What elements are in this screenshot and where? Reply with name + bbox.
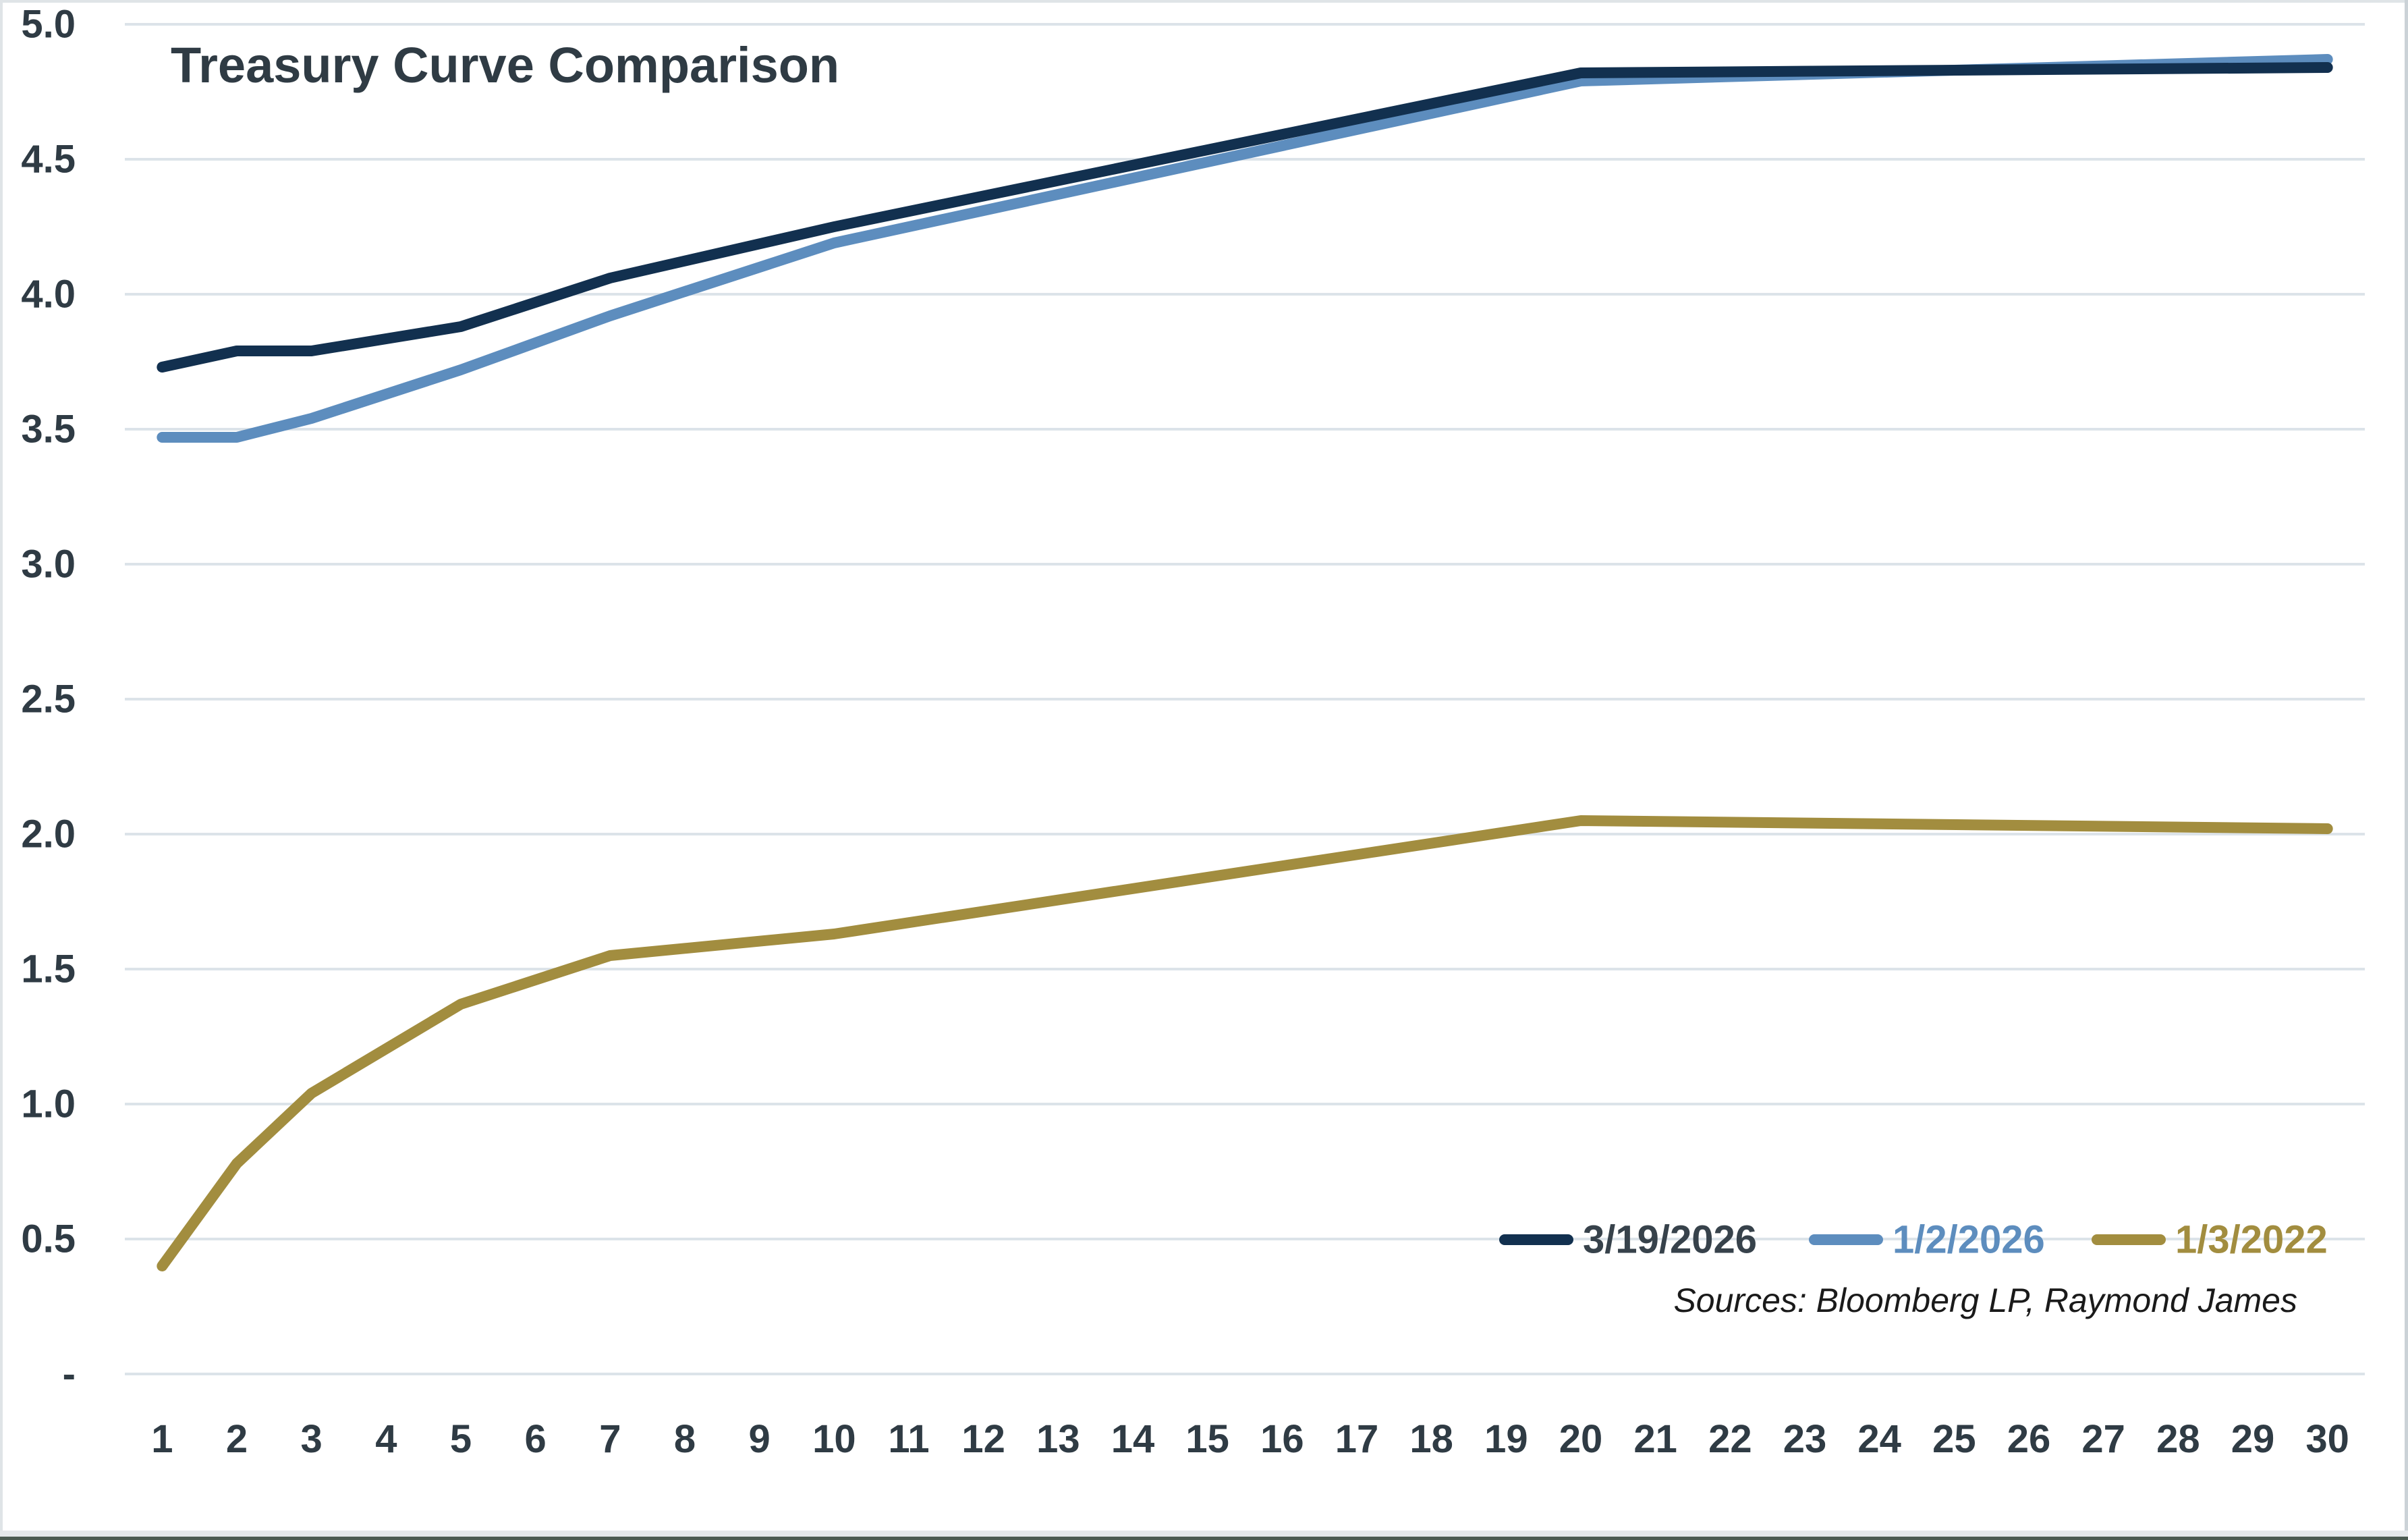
x-axis-labels: 1 2 3 4 5 6 7 8 9 10 11 12 13 14 15 16 17 18 19 20 21 22 23 24 2…: [151, 1417, 2349, 1461]
x-axis-tick-label: 10: [812, 1417, 856, 1461]
y-axis-tick-label: 0.5: [21, 1217, 76, 1261]
series-lines: [157, 54, 2333, 1271]
x-axis-tick-label: 22: [1708, 1417, 1752, 1461]
legend-label-1-3-2022: 1/3/2022: [2175, 1218, 2328, 1262]
y-axis-tick-label: 3.5: [21, 408, 76, 451]
x-axis-tick-label: 18: [1409, 1417, 1453, 1461]
y-axis-tick-label: 1.5: [21, 947, 76, 991]
x-axis-tick-label: 6: [525, 1417, 547, 1461]
legend: 3/19/2026 1/2/2026 1/3/2022: [1499, 1218, 2328, 1262]
gridlines: [125, 23, 2365, 1375]
x-axis-tick-label: 4: [375, 1417, 397, 1461]
x-axis-tick-label: 26: [2007, 1417, 2051, 1461]
x-axis-tick-label: 2: [226, 1417, 248, 1461]
y-axis-tick-label: -: [63, 1352, 76, 1396]
frame-border-right: [2405, 0, 2408, 1540]
y-axis-labels: 5.0 4.5 4.0 3.5 3.0 2.5 2.0 1.5 1.0 0.5 -: [21, 3, 76, 1396]
x-axis-tick-label: 27: [2081, 1417, 2125, 1461]
y-axis-tick-label: 2.5: [21, 678, 76, 721]
x-axis-tick-label: 16: [1260, 1417, 1304, 1461]
x-axis-tick-label: 13: [1036, 1417, 1080, 1461]
x-axis-tick-label: 20: [1559, 1417, 1603, 1461]
x-axis-tick-label: 14: [1111, 1417, 1155, 1461]
y-axis-tick-label: 5.0: [21, 3, 76, 47]
y-axis-tick-label: 3.0: [21, 543, 76, 586]
y-axis-tick-label: 4.0: [21, 273, 76, 317]
y-axis-tick-label: 4.5: [21, 138, 76, 182]
x-axis-tick-label: 15: [1185, 1417, 1229, 1461]
series-line-1-2-2026: [157, 54, 2333, 443]
x-axis-tick-label: 5: [450, 1417, 472, 1461]
x-axis-tick-label: 1: [151, 1417, 173, 1461]
series-line-1-3-2022: [157, 815, 2333, 1271]
x-axis-tick-label: 25: [1932, 1417, 1976, 1461]
x-axis-tick-label: 28: [2156, 1417, 2200, 1461]
legend-label-3-19-2026: 3/19/2026: [1583, 1218, 1757, 1262]
frame-border-top: [0, 0, 2408, 3]
sources-note: Sources: Bloomberg LP, Raymond James: [1673, 1282, 2297, 1319]
x-axis-tick-label: 21: [1633, 1417, 1677, 1461]
x-axis-tick-label: 9: [749, 1417, 771, 1461]
legend-label-1-2-2026: 1/2/2026: [1893, 1218, 2045, 1262]
x-axis-tick-label: 23: [1783, 1417, 1827, 1461]
x-axis-tick-label: 17: [1335, 1417, 1379, 1461]
frame-border-left: [0, 0, 3, 1540]
y-axis-tick-label: 1.0: [21, 1082, 76, 1126]
x-axis-tick-label: 8: [674, 1417, 696, 1461]
x-axis-tick-label: 24: [1857, 1417, 1901, 1461]
x-axis-tick-label: 19: [1484, 1417, 1528, 1461]
x-axis-tick-label: 3: [301, 1417, 323, 1461]
frame-bottom-edge: [0, 1537, 2408, 1540]
x-axis-tick-label: 7: [599, 1417, 621, 1461]
chart-title: Treasury Curve Comparison: [171, 37, 839, 93]
series-line-3-19-2026: [157, 62, 2333, 373]
x-axis-tick-label: 29: [2231, 1417, 2275, 1461]
x-axis-tick-label: 30: [2305, 1417, 2349, 1461]
y-axis-tick-label: 2.0: [21, 813, 76, 856]
x-axis-tick-label: 11: [888, 1417, 929, 1461]
x-axis-tick-label: 12: [961, 1417, 1005, 1461]
